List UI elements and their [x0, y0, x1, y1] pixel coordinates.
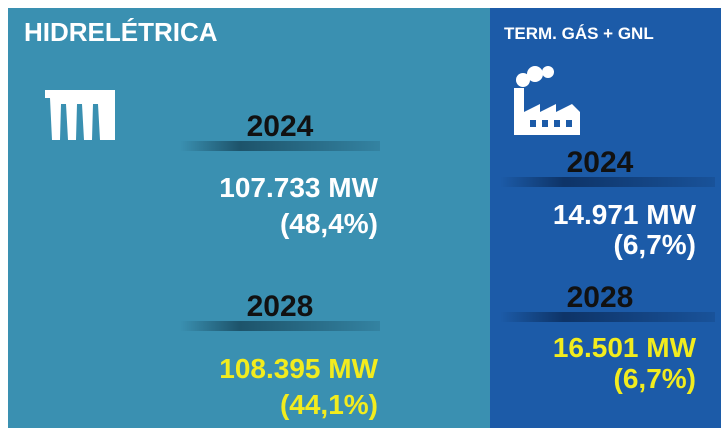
share: (48,4%): [280, 208, 378, 239]
share: (44,1%): [280, 389, 378, 420]
hydro-panel: [8, 8, 490, 428]
year-bar: [180, 141, 380, 151]
capacity: 108.395 MW: [219, 353, 378, 384]
capacity: 14.971 MW: [553, 199, 697, 230]
year: 2028: [247, 290, 314, 323]
year: 2024: [247, 110, 314, 143]
year-bar: [500, 312, 715, 322]
share: (6,7%): [614, 229, 696, 260]
year-bar: [180, 321, 380, 331]
year: 2024: [567, 146, 634, 179]
capacity: 16.501 MW: [553, 332, 697, 363]
factory-icon: [514, 66, 580, 135]
capacity: 107.733 MW: [219, 172, 378, 203]
year: 2028: [567, 281, 634, 314]
share: (6,7%): [614, 363, 696, 394]
dam-icon: [45, 90, 115, 140]
panel-title: TERM. GÁS + GNL: [504, 24, 654, 43]
panel-title: HIDRELÉTRICA: [24, 17, 218, 47]
year-bar: [500, 177, 715, 187]
